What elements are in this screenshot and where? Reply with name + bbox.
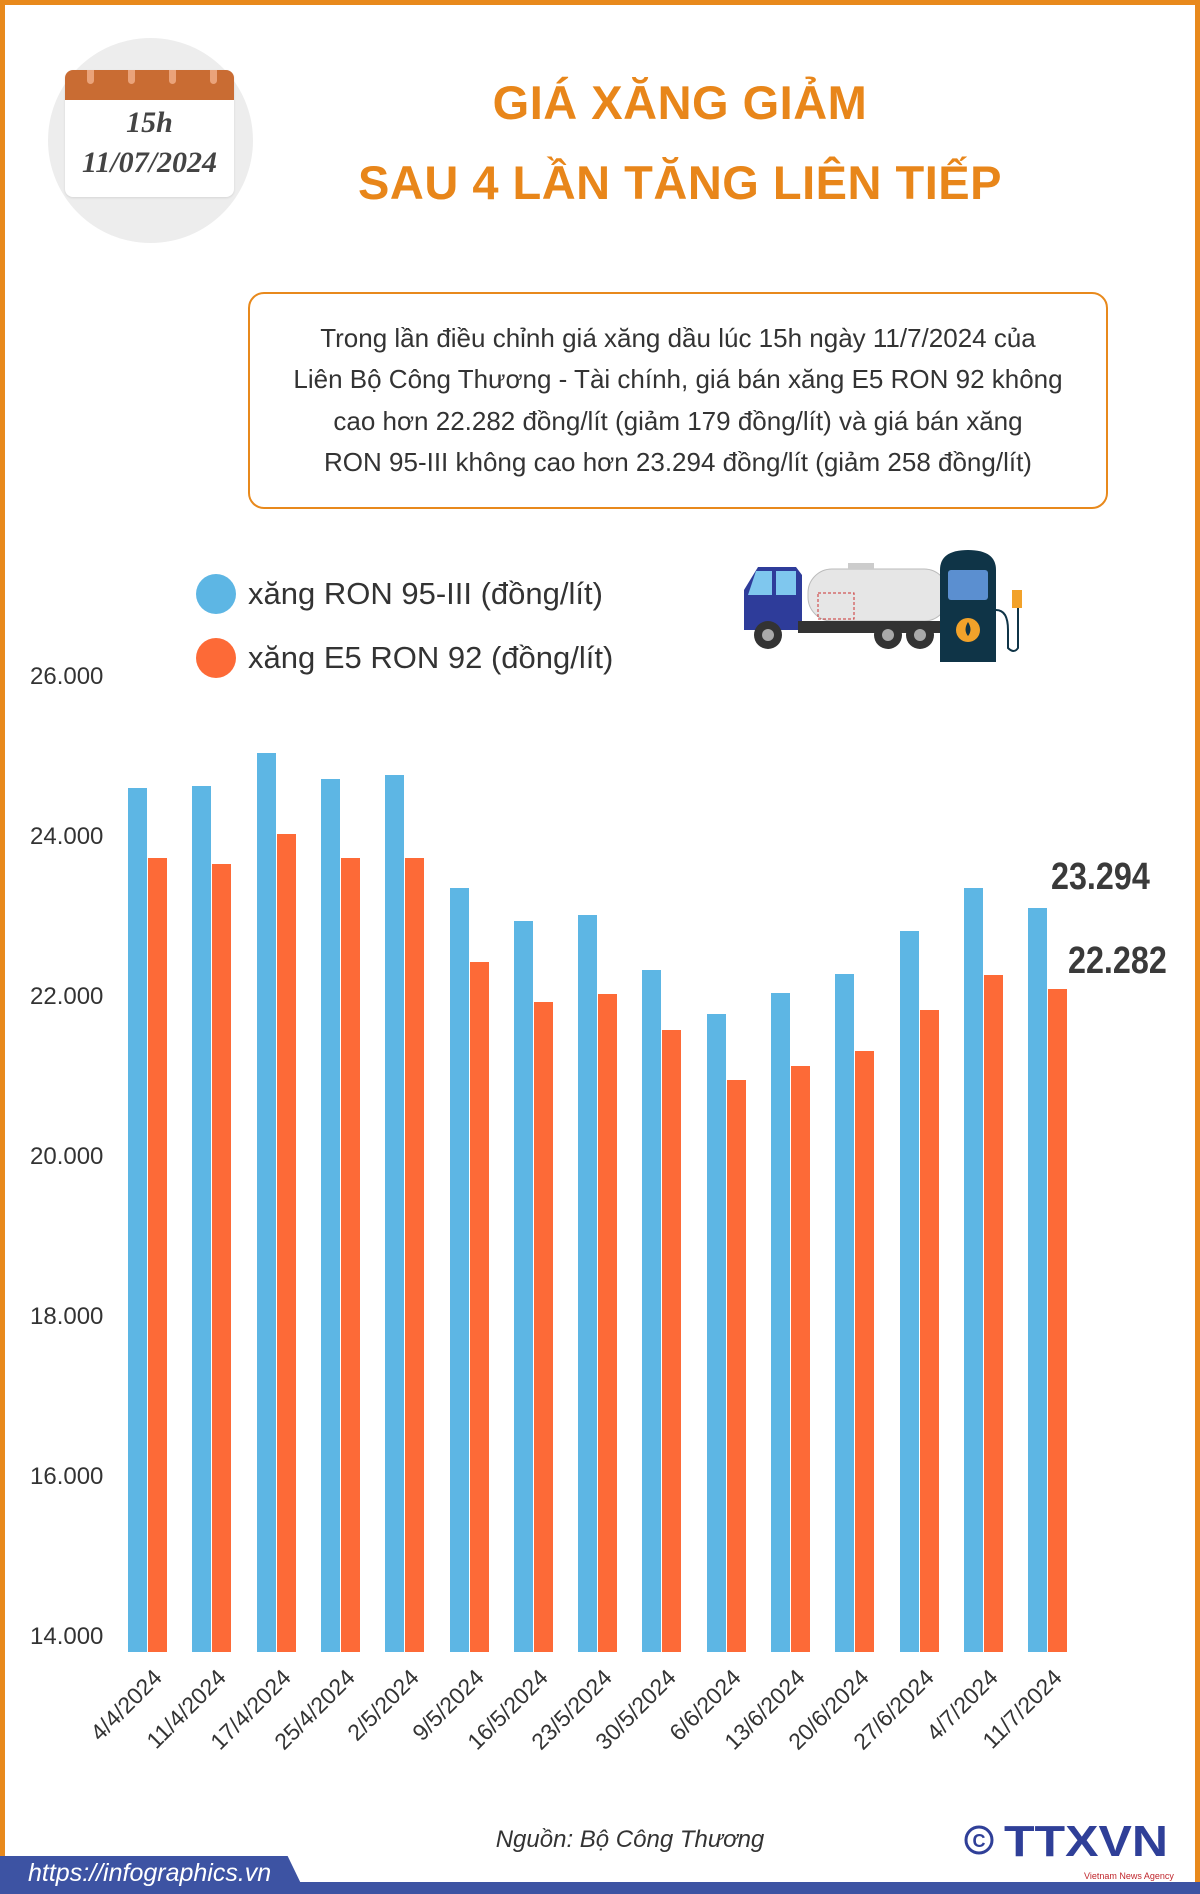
fuel-tanker-truck-icon — [744, 563, 958, 649]
page-subtitle: SAU 4 LẦN TĂNG LIÊN TIẾP — [358, 156, 1002, 209]
bar-ron95 — [1028, 908, 1048, 1652]
bar-e5 — [340, 858, 360, 1652]
summary-text: Trong lần điều chỉnh giá xăng dầu lúc 15… — [293, 318, 1062, 484]
y-tick-label: 20.000 — [30, 1143, 104, 1170]
logo-wordmark: TTXVN — [1004, 1817, 1168, 1866]
bar-e5 — [983, 975, 1003, 1652]
summary-box: Trong lần điều chỉnh giá xăng dầu lúc 15… — [248, 292, 1108, 509]
legend-ron95: xăng RON 95-III (đồng/lít) — [196, 574, 603, 614]
bar-ron95 — [771, 992, 790, 1652]
bar-e5 — [212, 864, 232, 1652]
y-tick-label: 18.000 — [30, 1303, 104, 1330]
bar-ron95 — [256, 752, 276, 1652]
page-title: GIÁ XĂNG GIẢM — [492, 76, 868, 129]
legend-e5: xăng E5 RON 92 (đồng/lít) — [196, 638, 613, 678]
summary-line: cao hơn 22.282 đồng/lít (giảm 179 đồng/l… — [333, 405, 1023, 436]
legend-label: xăng RON 95-III (đồng/lít) — [248, 576, 603, 611]
bar-ron95 — [449, 888, 469, 1652]
bar-ron95 — [513, 920, 533, 1652]
value-label-e5-latest: 22.282 — [1068, 940, 1167, 982]
y-tick-label: 26.000 — [30, 663, 104, 690]
calendar-time: 15h — [126, 106, 173, 139]
bar-ron95 — [963, 887, 983, 1652]
bar-ron95 — [706, 1013, 726, 1652]
bar-e5 — [405, 858, 425, 1652]
source-note: Nguồn: Bộ Công Thương — [495, 1826, 765, 1853]
bar-ron95 — [899, 931, 919, 1652]
bar-ron95 — [320, 779, 340, 1652]
calendar-icon: 15h 11/07/2024 — [65, 70, 234, 197]
svg-text:C: C — [973, 1831, 986, 1851]
footer-url-tab — [0, 1856, 306, 1894]
fuel-pump-icon — [940, 550, 1022, 662]
ttxvn-logo: C TTXVN Vietnam News Agency — [964, 1817, 1174, 1881]
bar-ron95 — [642, 970, 662, 1652]
legend-swatch — [196, 574, 236, 614]
bar-e5 — [726, 1080, 746, 1652]
summary-line: Trong lần điều chỉnh giá xăng dầu lúc 15… — [320, 322, 1036, 353]
y-tick-label: 22.000 — [30, 983, 104, 1010]
y-tick-label: 16.000 — [30, 1463, 104, 1490]
bar-ron95 — [128, 788, 147, 1652]
bar-e5 — [791, 1066, 810, 1652]
bar-e5 — [148, 858, 167, 1652]
summary-line: RON 95-III không cao hơn 23.294 đồng/lít… — [324, 447, 1032, 477]
legend-label: xăng E5 RON 92 (đồng/lít) — [248, 640, 614, 675]
bar-e5 — [919, 1010, 939, 1652]
bar-ron95 — [578, 915, 598, 1652]
bar-e5 — [533, 1002, 553, 1652]
bar-e5 — [662, 1030, 682, 1652]
bar-ron95 — [385, 775, 405, 1652]
bar-e5 — [1048, 989, 1068, 1652]
y-tick-label: 14.000 — [30, 1623, 104, 1650]
bar-ron95 — [192, 785, 212, 1652]
legend-swatch — [196, 638, 236, 678]
bar-e5 — [276, 833, 296, 1652]
logo-subtitle: Vietnam News Agency — [1084, 1871, 1174, 1881]
bar-ron95 — [835, 974, 855, 1652]
bar-e5 — [598, 993, 618, 1652]
summary-line: Liên Bộ Công Thương - Tài chính, giá bán… — [293, 364, 1063, 394]
value-label-ron95-latest: 23.294 — [1051, 856, 1150, 898]
website-link[interactable]: https://infographics.vn — [28, 1859, 272, 1887]
calendar-date: 11/07/2024 — [81, 146, 217, 179]
bar-e5 — [469, 961, 489, 1652]
bar-e5 — [855, 1051, 875, 1652]
y-tick-label: 24.000 — [30, 823, 104, 850]
